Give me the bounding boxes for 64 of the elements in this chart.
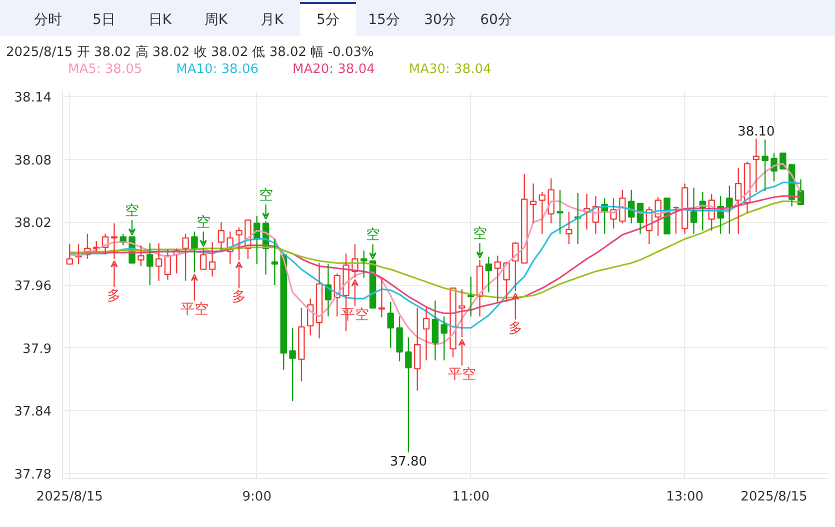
candlestick [734,167,742,234]
text: 38.10 [738,124,775,140]
x-tick-label: 11:00 [452,490,490,504]
y-tick-label: 37.96 [14,279,52,294]
text: MA5: 38.05 [68,62,142,77]
text: MA10: 38.06 [176,62,258,77]
candlestick [218,222,225,252]
chart-title: 2025/8/15 开 38.02 高 38.02 收 38.02 低 38.02 幅 -0.03% [6,44,375,61]
annotation: 多 [232,289,246,306]
text: MA30: 38.04 [408,62,492,77]
candlestick [414,307,421,392]
candlestick [726,185,733,234]
x-tick-label: 13:00 [666,490,704,504]
y-tick-label: 37.9 [22,342,52,357]
y-tick-label: 37.84 [14,404,52,420]
candlestick [538,191,546,234]
candlestick [396,316,403,362]
candlestick [146,242,154,286]
annotation: 空 [366,227,380,244]
text: 60分 [479,11,513,30]
text: 30分 [423,11,457,30]
text: 5日 [92,11,116,30]
annotation: 平空 [448,366,476,383]
text: 37.80 [390,454,428,470]
candlestick [566,211,572,245]
candlestick [208,242,216,278]
text: 日K [147,11,173,30]
x-tick-label: 2025/8/15 [36,490,103,504]
text: 周K [203,11,229,30]
candlestick [289,327,296,402]
candlestick [762,139,768,192]
annotation: 空 [196,214,210,231]
candlestick [316,262,323,339]
text: 5分 [300,2,356,36]
annotation: 空 [125,203,140,220]
annotation: 空 [472,226,487,242]
candlestick [182,233,189,282]
candlestick [548,178,554,224]
candlestick [752,138,760,193]
candlestick [298,307,305,382]
candlestick [681,182,688,234]
x-tick-label: 2025/8/15 [740,490,808,504]
candlestick [432,300,439,361]
text: MA20: 38.04 [292,62,375,77]
candlestick [155,242,162,282]
candlestick [556,189,564,234]
candlestick [422,307,430,361]
annotation: 平空 [180,302,208,318]
y-tick-label: 37.78 [14,467,52,482]
candlestick [405,336,412,453]
text: 15分 [367,11,401,30]
annotation: 空 [258,187,273,204]
annotation: 多 [508,320,522,337]
candlestick [690,187,698,234]
candlestick [485,256,492,293]
candlestick [387,301,394,348]
x-tick-label: 9:00 [242,490,272,504]
candlestick [530,182,537,224]
text: 月K [259,11,285,30]
y-tick-label: 38.08 [14,153,52,168]
annotation: 多 [107,288,122,304]
text: 分时 [33,11,63,30]
y-tick-label: 38.02 [14,216,52,232]
y-tick-label: 38.14 [14,90,52,106]
